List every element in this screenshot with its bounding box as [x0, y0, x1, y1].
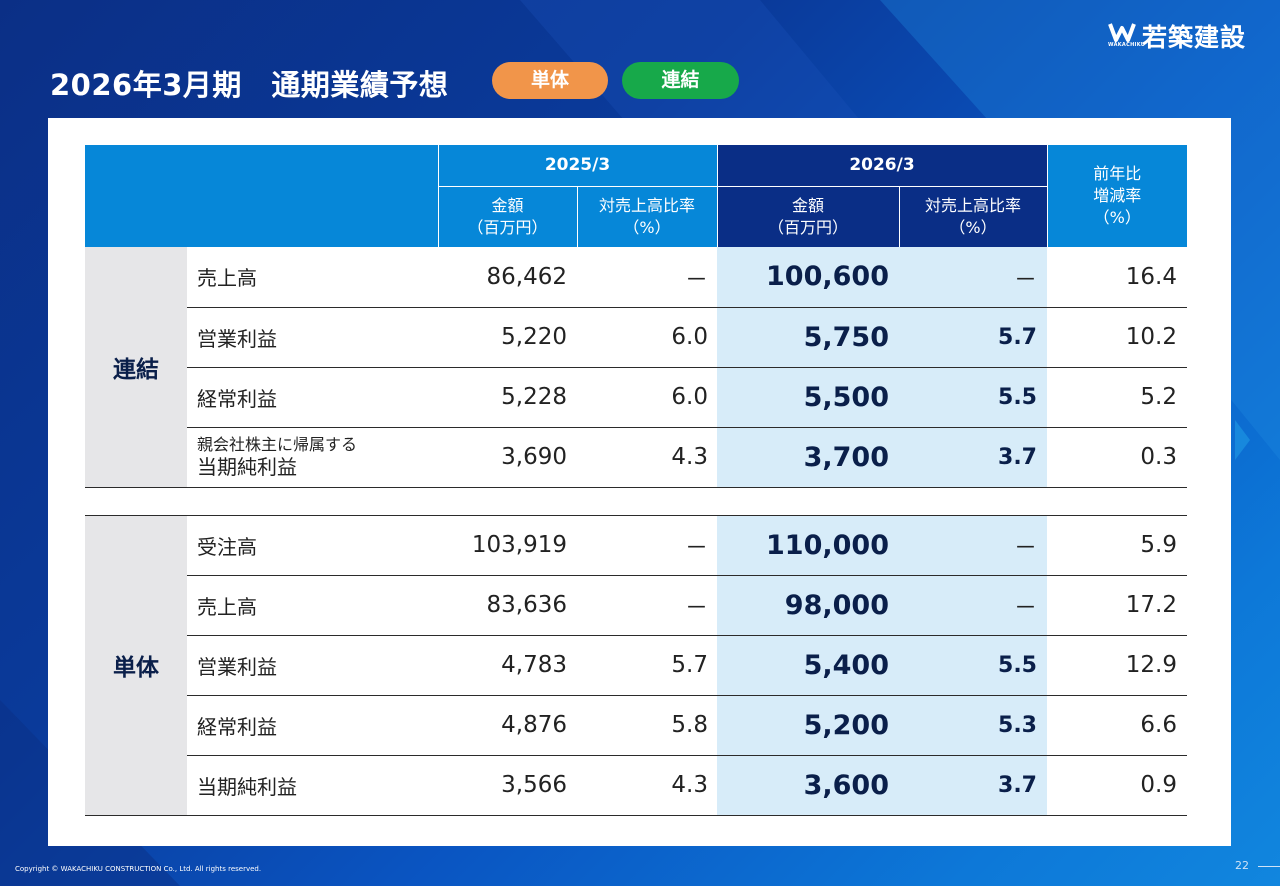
cur-ratio: 3.7	[899, 755, 1047, 816]
cur-amount: 5,400	[717, 635, 899, 696]
cur-amount: 5,500	[717, 367, 899, 428]
copyright-text: Copyright © WAKACHIKU CONSTRUCTION Co., …	[15, 865, 262, 873]
row-item: 親会社株主に帰属する 当期純利益	[187, 427, 438, 488]
prev-ratio: 4.3	[577, 427, 717, 488]
prev-ratio: 5.8	[577, 695, 717, 756]
header-yoy: 前年比 増減率 （%）	[1046, 145, 1187, 247]
prev-amount: 86,462	[438, 247, 577, 308]
page-number-rule	[1258, 866, 1280, 867]
yoy-value: 0.9	[1047, 755, 1187, 816]
yoy-value: 12.9	[1047, 635, 1187, 696]
page-number: 22	[1235, 859, 1249, 872]
yoy-value: 0.3	[1047, 427, 1187, 488]
cur-ratio: －	[899, 247, 1047, 308]
cur-amount: 5,750	[717, 307, 899, 368]
row-item: 経常利益	[187, 695, 438, 756]
row-item-prefix: 親会社株主に帰属する	[197, 435, 358, 454]
cur-ratio: 5.3	[899, 695, 1047, 756]
yoy-value: 5.9	[1047, 514, 1187, 576]
prev-ratio: 6.0	[577, 307, 717, 368]
cur-amount: 3,600	[717, 755, 899, 816]
header-period-cur: 2026/3	[716, 145, 1047, 186]
cur-amount: 100,600	[717, 247, 899, 308]
group-label-renketsu: 連結	[85, 247, 187, 488]
group-label-tantai: 単体	[85, 514, 187, 816]
yoy-value: 17.2	[1047, 575, 1187, 636]
prev-ratio: 5.7	[577, 635, 717, 696]
wakachiku-logo-icon	[1108, 23, 1136, 42]
row-item: 売上高	[187, 575, 438, 636]
renketsu-badge: 連結	[622, 62, 739, 99]
cur-amount: 5,200	[717, 695, 899, 756]
row-item: 経常利益	[187, 367, 438, 428]
row-item: 営業利益	[187, 307, 438, 368]
yoy-value: 6.6	[1047, 695, 1187, 756]
page-title: 2026年3月期 通期業績予想	[50, 68, 449, 102]
cur-amount: 110,000	[717, 514, 899, 576]
header-blank	[85, 145, 438, 247]
logo-text: 若築建設	[1142, 23, 1247, 52]
prev-amount: 5,220	[438, 307, 577, 368]
prev-amount: 103,919	[438, 514, 577, 576]
cur-ratio: 5.5	[899, 635, 1047, 696]
cur-ratio: －	[899, 575, 1047, 636]
row-item: 当期純利益	[187, 755, 438, 816]
yoy-value: 10.2	[1047, 307, 1187, 368]
header-prev-ratio: 対売上高比率 （%）	[576, 185, 717, 247]
header-period-prev: 2025/3	[437, 145, 717, 186]
cur-ratio: 5.7	[899, 307, 1047, 368]
header-cur-ratio: 対売上高比率 （%）	[898, 185, 1047, 247]
row-item: 営業利益	[187, 635, 438, 696]
cur-ratio: 5.5	[899, 367, 1047, 428]
prev-amount: 83,636	[438, 575, 577, 636]
cur-ratio: 3.7	[899, 427, 1047, 488]
prev-ratio: －	[577, 514, 717, 576]
forecast-table: 2025/3 2026/3 前年比 増減率 （%） 金額 （百万円） 対売上高比率…	[85, 145, 1187, 816]
prev-ratio: －	[577, 247, 717, 308]
cur-amount: 3,700	[717, 427, 899, 488]
prev-ratio: －	[577, 575, 717, 636]
prev-amount: 4,783	[438, 635, 577, 696]
group-spacer	[85, 487, 1187, 515]
prev-amount: 5,228	[438, 367, 577, 428]
prev-ratio: 6.0	[577, 367, 717, 428]
row-item: 売上高	[187, 247, 438, 308]
header-prev-amount: 金額 （百万円）	[437, 185, 577, 247]
logo-subtext: WAKACHIKU	[1108, 42, 1146, 48]
cur-ratio: －	[899, 514, 1047, 576]
header-cur-amount: 金額 （百万円）	[716, 185, 899, 247]
tantai-badge: 単体	[492, 62, 608, 99]
yoy-value: 5.2	[1047, 367, 1187, 428]
row-item: 受注高	[187, 514, 438, 576]
prev-ratio: 4.3	[577, 755, 717, 816]
prev-amount: 4,876	[438, 695, 577, 756]
yoy-value: 16.4	[1047, 247, 1187, 308]
row-item-main: 当期純利益	[197, 455, 297, 479]
prev-amount: 3,690	[438, 427, 577, 488]
cur-amount: 98,000	[717, 575, 899, 636]
prev-amount: 3,566	[438, 755, 577, 816]
